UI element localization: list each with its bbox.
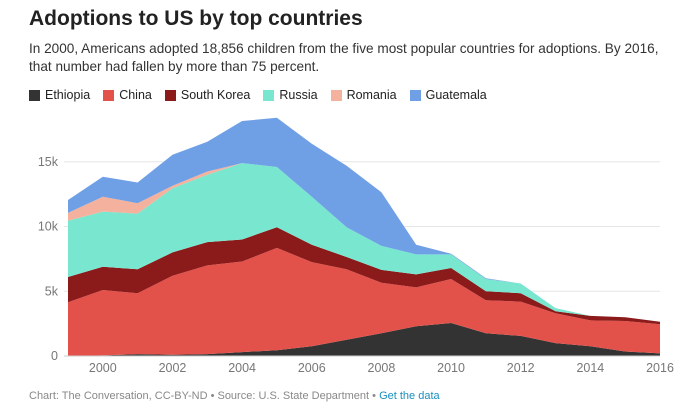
y-tick-label: 0 [51,349,58,363]
legend-swatch-ethiopia [29,89,40,101]
legend-label-guatemala: Guatemala [425,88,487,102]
legend-item-russia[interactable]: Russia [263,88,318,102]
legend-item-south-korea[interactable]: South Korea [164,88,251,102]
area-ethiopia [68,323,660,356]
legend-label-russia: Russia [279,88,318,102]
y-tick-label: 5k [45,284,59,298]
x-tick-label: 2016 [646,361,674,375]
legend-item-ethiopia[interactable]: Ethiopia [29,88,90,102]
area-russia [68,163,660,322]
chart-subtitle: In 2000, Americans adopted 18,856 childr… [29,41,659,74]
x-tick-label: 2010 [437,361,465,375]
area-south-korea [68,227,660,325]
chart-title: Adoptions to US by top countries [29,7,363,30]
legend-swatch-south-korea [164,89,176,101]
legend-item-china[interactable]: China [103,88,152,102]
chart-footer: Chart: The Conversation, CC-BY-ND • Sour… [29,390,440,402]
legend-label-south-korea: South Korea [180,88,251,102]
get-the-data-link[interactable]: Get the data [379,390,440,402]
legend-item-guatemala[interactable]: Guatemala [409,88,487,102]
legend-swatch-russia [263,89,275,101]
legend-item-romania[interactable]: Romania [330,88,397,102]
x-tick-label: 2012 [507,361,535,375]
x-tick-label: 2002 [159,361,187,375]
legend-label-romania: Romania [346,88,397,102]
y-tick-label: 10k [38,220,59,234]
chart-legend: Ethiopia China South Korea Russia Romani… [29,88,500,102]
area-china [68,247,660,356]
x-tick-label: 2000 [89,361,117,375]
x-tick-label: 2004 [228,361,256,375]
legend-label-china: China [119,88,152,102]
legend-swatch-romania [330,89,342,101]
stacked-area-chart: 0 5k 10k 15k 2000 2002 2004 2006 2008 2010 2012 201… [38,117,674,375]
area-guatemala [68,117,660,322]
x-tick-label: 2014 [576,361,604,375]
legend-swatch-china [103,89,115,101]
legend-label-ethiopia: Ethiopia [45,88,91,102]
x-tick-label: 2006 [298,361,326,375]
y-tick-label: 15k [38,155,59,169]
footer-credit: Chart: The Conversation, CC-BY-ND • Sour… [29,390,380,402]
legend-swatch-guatemala [409,89,421,101]
x-tick-label: 2008 [368,361,396,375]
